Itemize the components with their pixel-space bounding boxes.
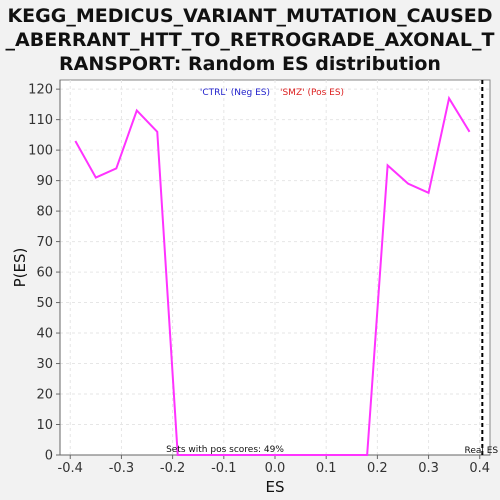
- x-tick-label-8: 0.4: [469, 461, 490, 476]
- x-axis: -0.4 -0.3 -0.2 -0.1 0.0 0.1 0.2 0.3 0.4: [58, 454, 490, 476]
- y-tick-label-8: 80: [36, 205, 53, 220]
- chart-title-line-3: RANSPORT: Random ES distribution: [59, 53, 441, 75]
- y-tick-label-9: 90: [36, 174, 53, 189]
- y-tick-label-0: 0: [45, 449, 53, 464]
- y-tick-label-7: 70: [36, 235, 53, 250]
- x-tick-label-4: 0.0: [265, 461, 286, 476]
- y-tick-label-6: 60: [36, 266, 53, 281]
- x-axis-label: ES: [266, 478, 285, 496]
- x-tick-label-7: 0.3: [418, 461, 439, 476]
- x-tick-label-6: 0.2: [367, 461, 388, 476]
- y-tick-label-10: 100: [28, 144, 53, 159]
- series-line-0: [74, 95, 471, 456]
- x-tick-label-3: -0.1: [211, 461, 236, 476]
- y-tick-label-2: 20: [36, 388, 53, 403]
- series-lines: [74, 95, 471, 456]
- y-tick-label-3: 30: [36, 357, 53, 372]
- x-tick-label-2: -0.2: [160, 461, 185, 476]
- legend-entry-ctrl: 'CTRL' (Neg ES): [200, 88, 270, 98]
- x-tick-label-0: -0.4: [58, 461, 83, 476]
- y-axis-label: P(ES): [11, 248, 29, 288]
- legend: 'CTRL' (Neg ES) 'SMZ' (Pos ES): [200, 88, 344, 98]
- chart-title-line-1: KEGG_MEDICUS_VARIANT_MUTATION_CAUSED: [7, 5, 492, 27]
- y-tick-label-5: 50: [36, 296, 53, 311]
- real-es-label: Real ES: [464, 446, 498, 456]
- grid-lines: [60, 80, 490, 456]
- y-tick-label-12: 120: [28, 83, 53, 98]
- chart-title: KEGG_MEDICUS_VARIANT_MUTATION_CAUSED _AB…: [6, 5, 495, 75]
- legend-entry-smz: 'SMZ' (Pos ES): [280, 88, 344, 98]
- x-tick-label-1: -0.3: [109, 461, 134, 476]
- y-tick-label-11: 110: [28, 113, 53, 128]
- chart-title-line-2: _ABERRANT_HTT_TO_RETROGRADE_AXONAL_T: [6, 29, 495, 51]
- y-axis: 0 10 20 30 40 50 60 70 80 90 100 110 120: [28, 80, 61, 464]
- y-tick-label-1: 10: [36, 418, 53, 433]
- pos-scores-annotation: Sets with pos scores: 49%: [166, 445, 284, 455]
- real-es-marker: Real ES: [464, 80, 498, 456]
- y-tick-label-4: 40: [36, 327, 53, 342]
- x-tick-label-5: 0.1: [316, 461, 337, 476]
